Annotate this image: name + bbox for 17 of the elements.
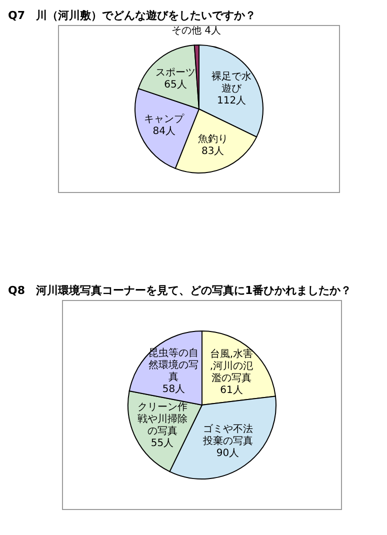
chart-title: Q7 川（河川敷）でどんな遊びをしたいですか？ [8,8,258,23]
data-label: 83人 [202,145,224,156]
chart-title: Q8 河川環境写真コーナーを見て、どの写真に1番ひかれましたか？ [8,283,353,298]
data-label: 112人 [216,95,246,106]
slice-label: 裸足で水遊び [212,70,252,94]
slice-label: キャンプ [144,112,186,125]
data-label: 90人 [216,448,240,459]
data-label: 61人 [220,384,243,396]
data-label: 65人 [164,79,187,90]
slice-label: 魚釣り [198,132,228,144]
slice-label: スポーツ [155,67,196,78]
data-label: 58人 [162,383,186,394]
slice-label: ゴミや不法投棄の写真 [202,422,253,447]
slice-label: 台風,水害,河川の氾濫の写真 [210,347,254,384]
data-label: 84人 [152,126,176,137]
slice-label: クリーン作戦や川掃除の写真 [137,401,188,436]
data-label: 55人 [150,437,174,448]
